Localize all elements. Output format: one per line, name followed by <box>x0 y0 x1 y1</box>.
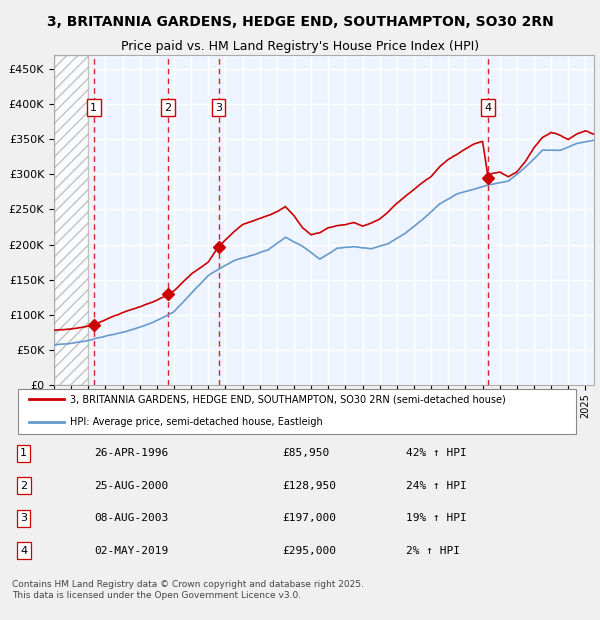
Text: 42% ↑ HPI: 42% ↑ HPI <box>406 448 467 458</box>
Text: 19% ↑ HPI: 19% ↑ HPI <box>406 513 467 523</box>
Text: 24% ↑ HPI: 24% ↑ HPI <box>406 480 467 491</box>
Text: 4: 4 <box>485 103 492 113</box>
Text: 3: 3 <box>20 513 27 523</box>
Text: HPI: Average price, semi-detached house, Eastleigh: HPI: Average price, semi-detached house,… <box>70 417 322 427</box>
Text: 2% ↑ HPI: 2% ↑ HPI <box>406 546 460 556</box>
Text: 3: 3 <box>215 103 222 113</box>
Text: £197,000: £197,000 <box>283 513 337 523</box>
Text: 3, BRITANNIA GARDENS, HEDGE END, SOUTHAMPTON, SO30 2RN: 3, BRITANNIA GARDENS, HEDGE END, SOUTHAM… <box>47 16 553 29</box>
Text: 2: 2 <box>20 480 27 491</box>
Text: 25-AUG-2000: 25-AUG-2000 <box>94 480 169 491</box>
Text: 26-APR-1996: 26-APR-1996 <box>94 448 169 458</box>
Text: 3, BRITANNIA GARDENS, HEDGE END, SOUTHAMPTON, SO30 2RN (semi-detached house): 3, BRITANNIA GARDENS, HEDGE END, SOUTHAM… <box>70 394 505 404</box>
Text: 1: 1 <box>20 448 27 458</box>
Text: Contains HM Land Registry data © Crown copyright and database right 2025.
This d: Contains HM Land Registry data © Crown c… <box>12 580 364 600</box>
Text: 02-MAY-2019: 02-MAY-2019 <box>94 546 169 556</box>
Text: £85,950: £85,950 <box>283 448 329 458</box>
Text: £128,950: £128,950 <box>283 480 337 491</box>
Text: Price paid vs. HM Land Registry's House Price Index (HPI): Price paid vs. HM Land Registry's House … <box>121 40 479 53</box>
Text: 4: 4 <box>20 546 27 556</box>
FancyBboxPatch shape <box>18 389 577 435</box>
Text: 2: 2 <box>164 103 172 113</box>
Text: £295,000: £295,000 <box>283 546 337 556</box>
Text: 1: 1 <box>90 103 97 113</box>
Text: 08-AUG-2003: 08-AUG-2003 <box>94 513 169 523</box>
